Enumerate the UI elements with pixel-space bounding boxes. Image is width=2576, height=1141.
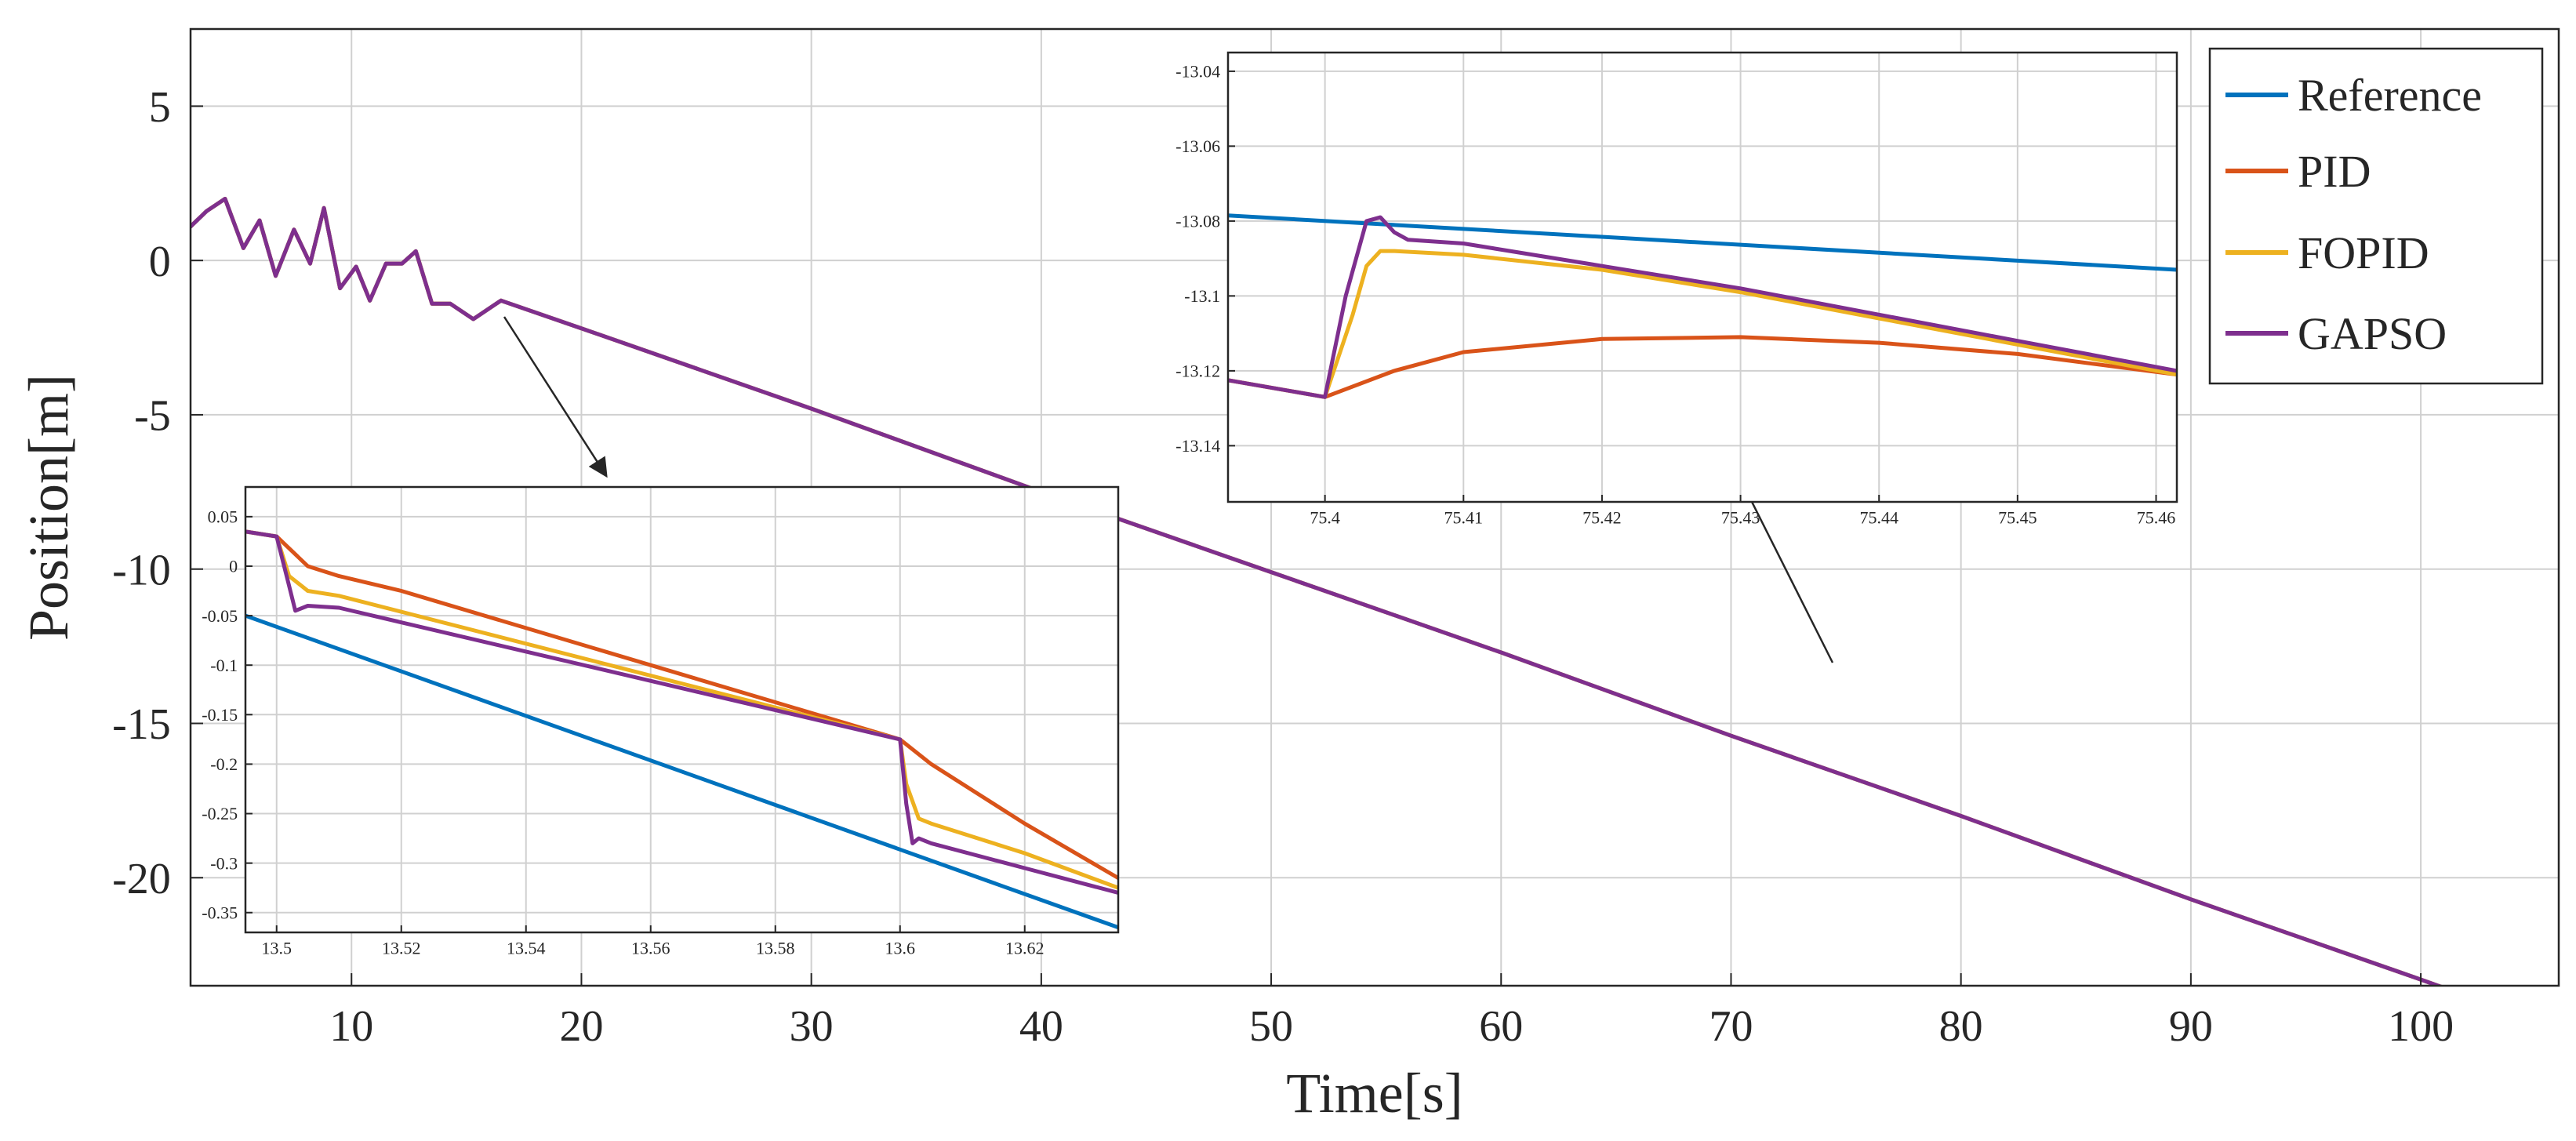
inset-left-series-pid xyxy=(245,529,1118,881)
main-ytick-label: 0 xyxy=(149,238,171,286)
inset-right-xtick-label: 75.43 xyxy=(1721,508,1760,528)
inset-right-ytick-label: -13.06 xyxy=(1175,136,1220,156)
inset-right-xtick-label: 75.41 xyxy=(1444,508,1484,528)
main-ytick-label: -5 xyxy=(134,392,171,441)
main-xtick-label: 20 xyxy=(559,1002,603,1051)
legend-label-gapso: GAPSO xyxy=(2298,308,2447,359)
inset-left-xtick-label: 13.6 xyxy=(885,939,916,958)
x-axis-label: Time[s] xyxy=(1286,1062,1462,1125)
inset-left-xtick-label: 13.52 xyxy=(382,939,421,958)
inset-right-lines xyxy=(1228,213,2177,399)
legend-label-reference: Reference xyxy=(2298,70,2482,121)
main-ytick-label: -20 xyxy=(112,855,171,903)
main-xtick-label: 70 xyxy=(1709,1002,1753,1051)
main-ytick-label: -15 xyxy=(112,700,171,749)
inset-left-xtick-label: 13.5 xyxy=(262,939,292,958)
legend-label-pid: PID xyxy=(2298,146,2371,197)
inset-right-tick-labels: 75.4 75.41 75.42 75.43 75.44 75.45 75.46 -13.04… xyxy=(1175,62,2175,528)
main-plot-lines xyxy=(191,197,2444,986)
inset-right: 75.4 75.41 75.42 75.43 75.44 75.45 75.46 -13.04… xyxy=(1175,51,2178,528)
inset-right-series-gapso xyxy=(1228,215,2177,399)
inset-left-ytick-label: -0.15 xyxy=(202,705,238,725)
inset-right-xtick-label: 75.42 xyxy=(1582,508,1622,528)
zoom-arrows xyxy=(503,316,1834,663)
main-xtick-label: 90 xyxy=(2169,1002,2213,1051)
inset-left-series-gapso xyxy=(245,529,1118,895)
inset-left-ytick-label: -0.2 xyxy=(210,754,238,774)
main-xtick-label: 40 xyxy=(1019,1002,1063,1051)
inset-right-xtick-label: 75.46 xyxy=(2137,508,2176,528)
inset-right-xtick-label: 75.45 xyxy=(1998,508,2037,528)
inset-right-xtick-label: 75.44 xyxy=(1859,508,1898,528)
y-axis-label: Position[m] xyxy=(17,374,80,641)
inset-right-series-pid xyxy=(1228,335,2177,399)
legend-label-fopid: FOPID xyxy=(2298,227,2429,278)
main-xtick-label: 100 xyxy=(2388,1002,2454,1051)
inset-right-ytick-label: -13.14 xyxy=(1175,436,1220,456)
inset-left-xtick-label: 13.54 xyxy=(507,939,546,958)
inset-left-grid xyxy=(245,487,1118,932)
inset-left-series-reference xyxy=(245,613,1118,930)
inset-right-background xyxy=(1228,53,2177,502)
inset-right-ytick-label: -13.1 xyxy=(1184,286,1220,306)
inset-left-ytick-label: 0 xyxy=(229,557,238,576)
main-xtick-label: 50 xyxy=(1249,1002,1293,1051)
main-xtick-label: 30 xyxy=(790,1002,834,1051)
main-xtick-label: 10 xyxy=(329,1002,373,1051)
inset-right-xtick-label: 75.4 xyxy=(1310,508,1340,528)
inset-left-xtick-label: 13.62 xyxy=(1005,939,1045,958)
inset-right-series-fopid xyxy=(1228,249,2177,399)
main-series-gapso xyxy=(191,197,2444,986)
main-ytick-label: 5 xyxy=(149,83,171,132)
inset-left-ytick-label: -0.35 xyxy=(202,903,238,922)
inset-right-ytick-label: -13.12 xyxy=(1175,362,1220,381)
zoom-arrow-right xyxy=(1740,479,1834,663)
inset-left-lines xyxy=(245,529,1118,930)
inset-left-frame xyxy=(244,485,1120,934)
inset-right-ytick-label: -13.04 xyxy=(1175,62,1220,82)
inset-left-xtick-label: 13.58 xyxy=(756,939,795,958)
main-xtick-label: 60 xyxy=(1479,1002,1523,1051)
inset-left-ytick-label: -0.25 xyxy=(202,804,238,823)
inset-left-ytick-label: -0.05 xyxy=(202,606,238,626)
inset-left: 13.5 13.52 13.54 13.56 13.58 13.6 13.62 0.05 0 -0… xyxy=(202,485,1120,958)
inset-left-tick-labels: 13.5 13.52 13.54 13.56 13.58 13.6 13.62 0.05 0 -0… xyxy=(202,507,1044,958)
inset-left-ytick-label: -0.3 xyxy=(210,853,238,873)
zoom-arrow-left xyxy=(503,316,608,478)
main-axes-frame xyxy=(189,27,2560,987)
main-xtick-label: 80 xyxy=(1939,1002,1983,1051)
inset-left-background xyxy=(245,487,1118,932)
inset-right-frame xyxy=(1226,51,2178,503)
legend: Reference PID FOPID GAPSO xyxy=(2208,47,2544,385)
main-ytick-label: -10 xyxy=(112,546,171,594)
inset-left-xtick-label: 13.56 xyxy=(631,939,670,958)
inset-left-ytick-label: -0.1 xyxy=(210,656,238,675)
inset-right-ytick-label: -13.08 xyxy=(1175,212,1220,231)
legend-box xyxy=(2208,47,2544,385)
inset-left-ytick-label: 0.05 xyxy=(208,507,238,527)
